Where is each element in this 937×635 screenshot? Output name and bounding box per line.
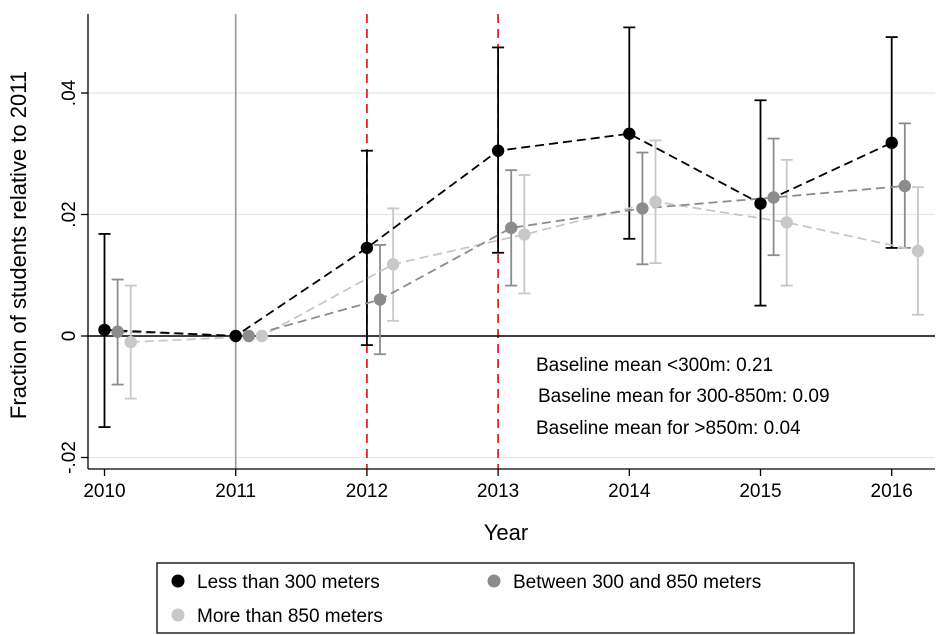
y-tick-label-0: -.02 xyxy=(59,441,80,474)
x-tick-label-0: 2010 xyxy=(83,481,125,502)
point-s1-2015 xyxy=(767,191,780,204)
x-tick-label-3: 2013 xyxy=(477,481,519,502)
axes xyxy=(81,14,935,476)
point-s1-2013 xyxy=(505,221,518,235)
point-s2-2016 xyxy=(911,244,925,258)
x-tick-label-4: 2014 xyxy=(608,481,651,502)
annotation-line-2: Baseline mean for 300-850m: 0.09 xyxy=(538,386,830,407)
legend-box xyxy=(156,562,855,634)
legend: Less than 300 meters Between 300 and 850… xyxy=(156,562,855,634)
y-tick-label-2: .02 xyxy=(59,201,80,227)
series-points xyxy=(98,127,925,349)
point-s2-2012 xyxy=(386,258,400,271)
x-tick-label-6: 2016 xyxy=(871,481,913,502)
point-s2-2013 xyxy=(518,228,531,241)
point-s2-2014 xyxy=(649,195,662,208)
baseline-annotations: Baseline mean <300m: 0.21 Baseline mean … xyxy=(536,355,830,439)
annotation-line-3: Baseline mean for >850m: 0.04 xyxy=(536,418,801,439)
point-s0-2011 xyxy=(229,329,242,343)
point-s0-2010 xyxy=(98,323,111,337)
point-s1-2011 xyxy=(242,329,256,343)
point-s1-2012 xyxy=(373,293,387,306)
point-s0-2015 xyxy=(754,197,767,210)
point-s0-2013 xyxy=(491,144,505,157)
point-s0-2012 xyxy=(360,241,374,255)
y-axis-title: Fraction of students relative to 2011 xyxy=(6,71,31,419)
y-tick-label-3: .04 xyxy=(59,79,80,106)
tick-labels: -.02 0 .02 .04 2010 2011 2012 2013 2014 2015 2016 xyxy=(59,79,913,502)
point-s0-2016 xyxy=(885,136,898,150)
annotation-line-1: Baseline mean <300m: 0.21 xyxy=(536,355,773,376)
point-s1-2010 xyxy=(111,325,124,338)
point-s2-2015 xyxy=(780,216,793,229)
point-s0-2014 xyxy=(623,127,636,140)
legend-label-less-300: Less than 300 meters xyxy=(197,572,380,593)
legend-marker-less-300 xyxy=(171,574,185,588)
legend-marker-300-850 xyxy=(487,574,501,588)
legend-marker-more-850 xyxy=(171,608,185,622)
legend-label-300-850: Between 300 and 850 meters xyxy=(513,572,761,593)
x-tick-label-1: 2011 xyxy=(215,481,256,502)
x-tick-label-2: 2012 xyxy=(346,481,388,502)
y-tick-label-1: 0 xyxy=(59,331,80,342)
legend-label-more-850: More than 850 meters xyxy=(197,606,383,627)
point-s2-2010 xyxy=(124,335,137,349)
x-tick-label-5: 2015 xyxy=(739,481,781,502)
point-s1-2016 xyxy=(898,179,912,193)
point-s1-2014 xyxy=(636,202,649,215)
x-axis-title: Year xyxy=(484,520,528,545)
point-s2-2011 xyxy=(255,329,269,343)
